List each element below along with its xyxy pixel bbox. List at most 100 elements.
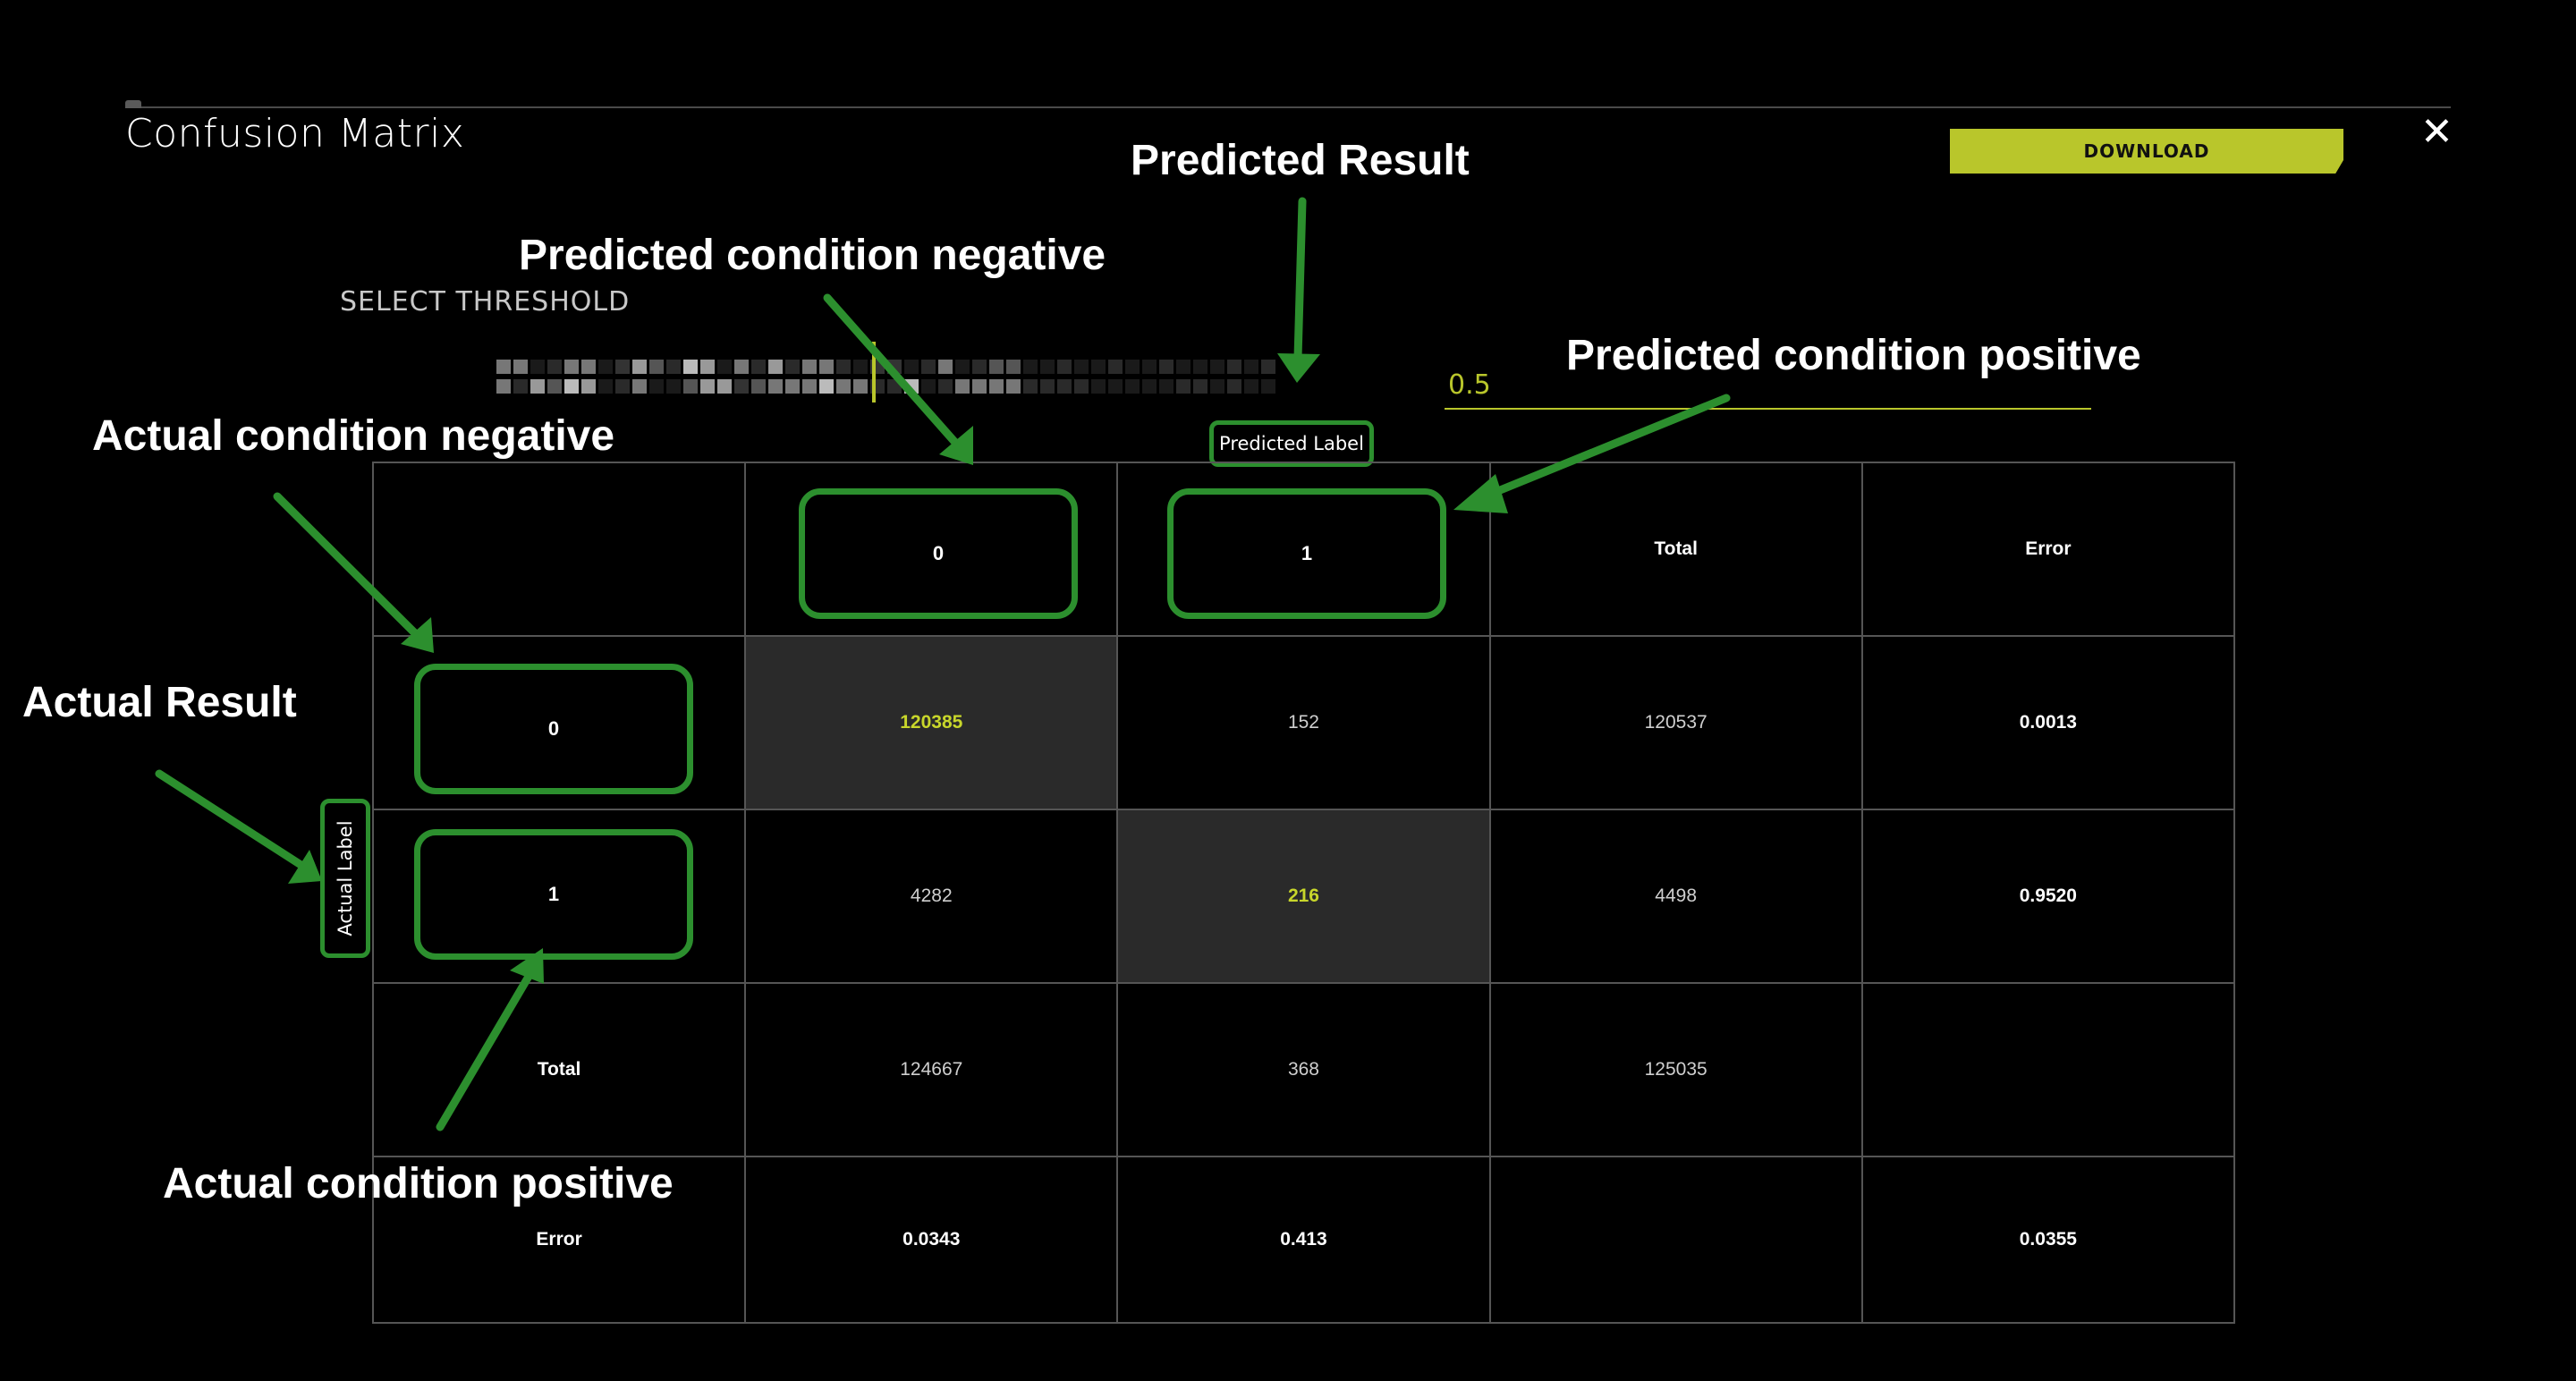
slider-track-cell xyxy=(496,379,511,394)
slider-track-cell xyxy=(1142,360,1157,374)
slider-track-cell xyxy=(819,379,834,394)
slider-track-cell xyxy=(530,360,545,374)
row-header-error: Error xyxy=(371,1156,747,1324)
slider-track-cell xyxy=(1244,379,1258,394)
cell-grand-total: 125035 xyxy=(1488,982,1863,1157)
arrowhead-predicted-negative xyxy=(939,426,973,465)
slider-track-cell xyxy=(598,360,613,374)
slider-track-cell xyxy=(1227,379,1241,394)
slider-track-cell xyxy=(836,360,851,374)
slider-track-cell xyxy=(955,379,970,394)
slider-track-cell xyxy=(1176,360,1191,374)
download-button[interactable]: DOWNLOAD xyxy=(1950,129,2343,174)
slider-track-cell xyxy=(632,360,647,374)
cell-col-1-total: 368 xyxy=(1116,982,1491,1157)
cell-true-positive: 216 xyxy=(1116,809,1491,984)
slider-track-cell xyxy=(1227,360,1241,374)
matrix-row-total: Total 124667 368 125035 xyxy=(371,982,2236,1157)
slider-track-cell xyxy=(972,379,987,394)
predicted-label-axis: Predicted Label xyxy=(1209,420,1374,467)
slider-track-cell xyxy=(1006,360,1021,374)
slider-track-cell xyxy=(581,360,596,374)
slider-track-cell xyxy=(887,379,902,394)
cell-col-0-error: 0.0343 xyxy=(744,1156,1119,1324)
cell-error-total-empty xyxy=(1488,1156,1863,1324)
slider-track-cell xyxy=(1176,379,1191,394)
threshold-slider[interactable] xyxy=(496,342,1292,402)
slider-track-cell xyxy=(1261,379,1275,394)
slider-track-cell xyxy=(1125,360,1140,374)
slider-track-cell xyxy=(955,360,970,374)
slider-track-cell xyxy=(547,379,562,394)
arrowhead-actual-result xyxy=(288,850,322,884)
slider-track-cell xyxy=(1142,379,1157,394)
slider-track-cell xyxy=(1108,360,1123,374)
arrow-predicted-result xyxy=(1293,197,1307,362)
slider-track-cell xyxy=(1006,379,1021,394)
slider-track-cell xyxy=(853,360,868,374)
slider-track-cell xyxy=(785,379,800,394)
slider-track-cell xyxy=(1091,360,1106,374)
slider-track-cell xyxy=(1193,360,1208,374)
actual-label-axis: Actual Label xyxy=(320,799,370,958)
slider-track-cell xyxy=(649,379,664,394)
slider-track-cell xyxy=(904,379,919,394)
slider-track-cell xyxy=(547,360,562,374)
slider-track-cell xyxy=(853,379,868,394)
slider-track-cell xyxy=(649,360,664,374)
slider-track-cell xyxy=(1210,360,1224,374)
slider-track-cell xyxy=(513,379,528,394)
slider-track-cell xyxy=(734,360,749,374)
slider-handle[interactable] xyxy=(872,342,876,402)
slider-track-cell xyxy=(1261,360,1275,374)
slider-track-cell xyxy=(564,360,579,374)
slider-track-cell xyxy=(1210,379,1224,394)
slider-track-cell xyxy=(768,360,783,374)
slider-track-cell xyxy=(1159,360,1174,374)
cell-true-negative: 120385 xyxy=(744,635,1119,810)
annotation-actual-result: Actual Result xyxy=(22,679,297,726)
matrix-row-actual-0: 120385 152 120537 0.0013 xyxy=(371,635,2236,810)
slider-track-cell xyxy=(700,379,715,394)
slider-track-cell xyxy=(666,360,681,374)
slider-track-cell xyxy=(751,360,766,374)
slider-track-cell xyxy=(938,379,953,394)
slider-track-cell xyxy=(734,379,749,394)
modal-top-tab xyxy=(125,100,141,108)
cell-row-1-error: 0.9520 xyxy=(1860,809,2236,984)
cell-overall-error: 0.0355 xyxy=(1860,1156,2236,1324)
close-icon[interactable]: ✕ xyxy=(2420,109,2453,155)
slider-track-cell xyxy=(836,379,851,394)
slider-track-cell xyxy=(802,360,817,374)
slider-track-cell xyxy=(513,360,528,374)
slider-track-cell xyxy=(1040,360,1055,374)
slider-track-cell xyxy=(530,379,545,394)
slider-track-cell xyxy=(904,360,919,374)
annotation-predicted-result: Predicted Result xyxy=(1131,137,1470,184)
annotation-predicted-positive: Predicted condition positive xyxy=(1566,332,2141,379)
slider-track-cell xyxy=(1193,379,1208,394)
slider-track-cell xyxy=(1244,360,1258,374)
cell-row-0-error: 0.0013 xyxy=(1860,635,2236,810)
slider-track-cell xyxy=(1040,379,1055,394)
header-cell-error: Error xyxy=(1860,462,2236,637)
select-threshold-label: SELECT THRESHOLD xyxy=(340,286,631,318)
modal-title: Confusion Matrix xyxy=(125,111,465,157)
header-cell-total: Total xyxy=(1488,462,1863,637)
slider-track-cell xyxy=(666,379,681,394)
slider-track-cell xyxy=(717,360,732,374)
actual-label-text: Actual Label xyxy=(335,820,356,936)
slider-track-cell xyxy=(1074,360,1089,374)
slider-track-cell xyxy=(802,379,817,394)
actual-0-box: 0 xyxy=(414,664,693,794)
cell-row-1-total: 4498 xyxy=(1488,809,1863,984)
slider-track-cell xyxy=(564,379,579,394)
annotation-actual-positive: Actual condition positive xyxy=(163,1160,674,1207)
actual-1-box: 1 xyxy=(414,829,693,960)
slider-track-cell xyxy=(887,360,902,374)
predicted-1-box: 1 xyxy=(1167,488,1446,619)
cell-false-positive: 152 xyxy=(1116,635,1491,810)
cell-total-error-empty xyxy=(1860,982,2236,1157)
slider-track-cell xyxy=(615,379,630,394)
slider-track-cell xyxy=(700,360,715,374)
